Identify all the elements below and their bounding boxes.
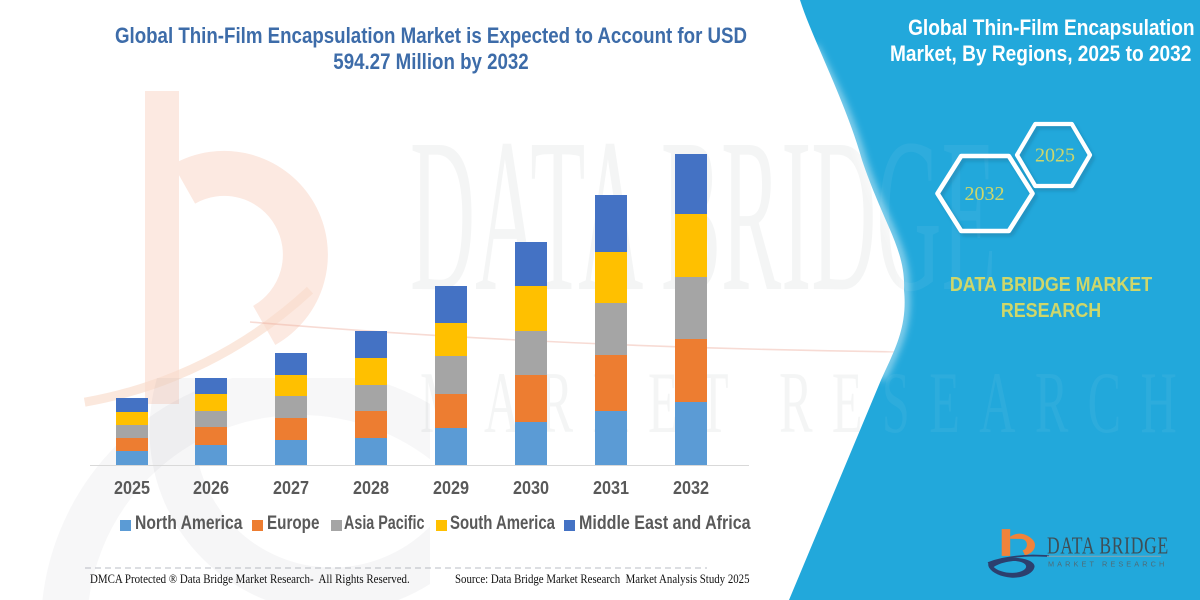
svg-text:MARKET RESEARCH: MARKET RESEARCH bbox=[1048, 559, 1167, 568]
svg-text:DATA BRIDGE: DATA BRIDGE bbox=[1047, 532, 1169, 559]
svg-text:2025: 2025 bbox=[1035, 144, 1075, 166]
svg-text:2032: 2032 bbox=[965, 183, 1005, 205]
